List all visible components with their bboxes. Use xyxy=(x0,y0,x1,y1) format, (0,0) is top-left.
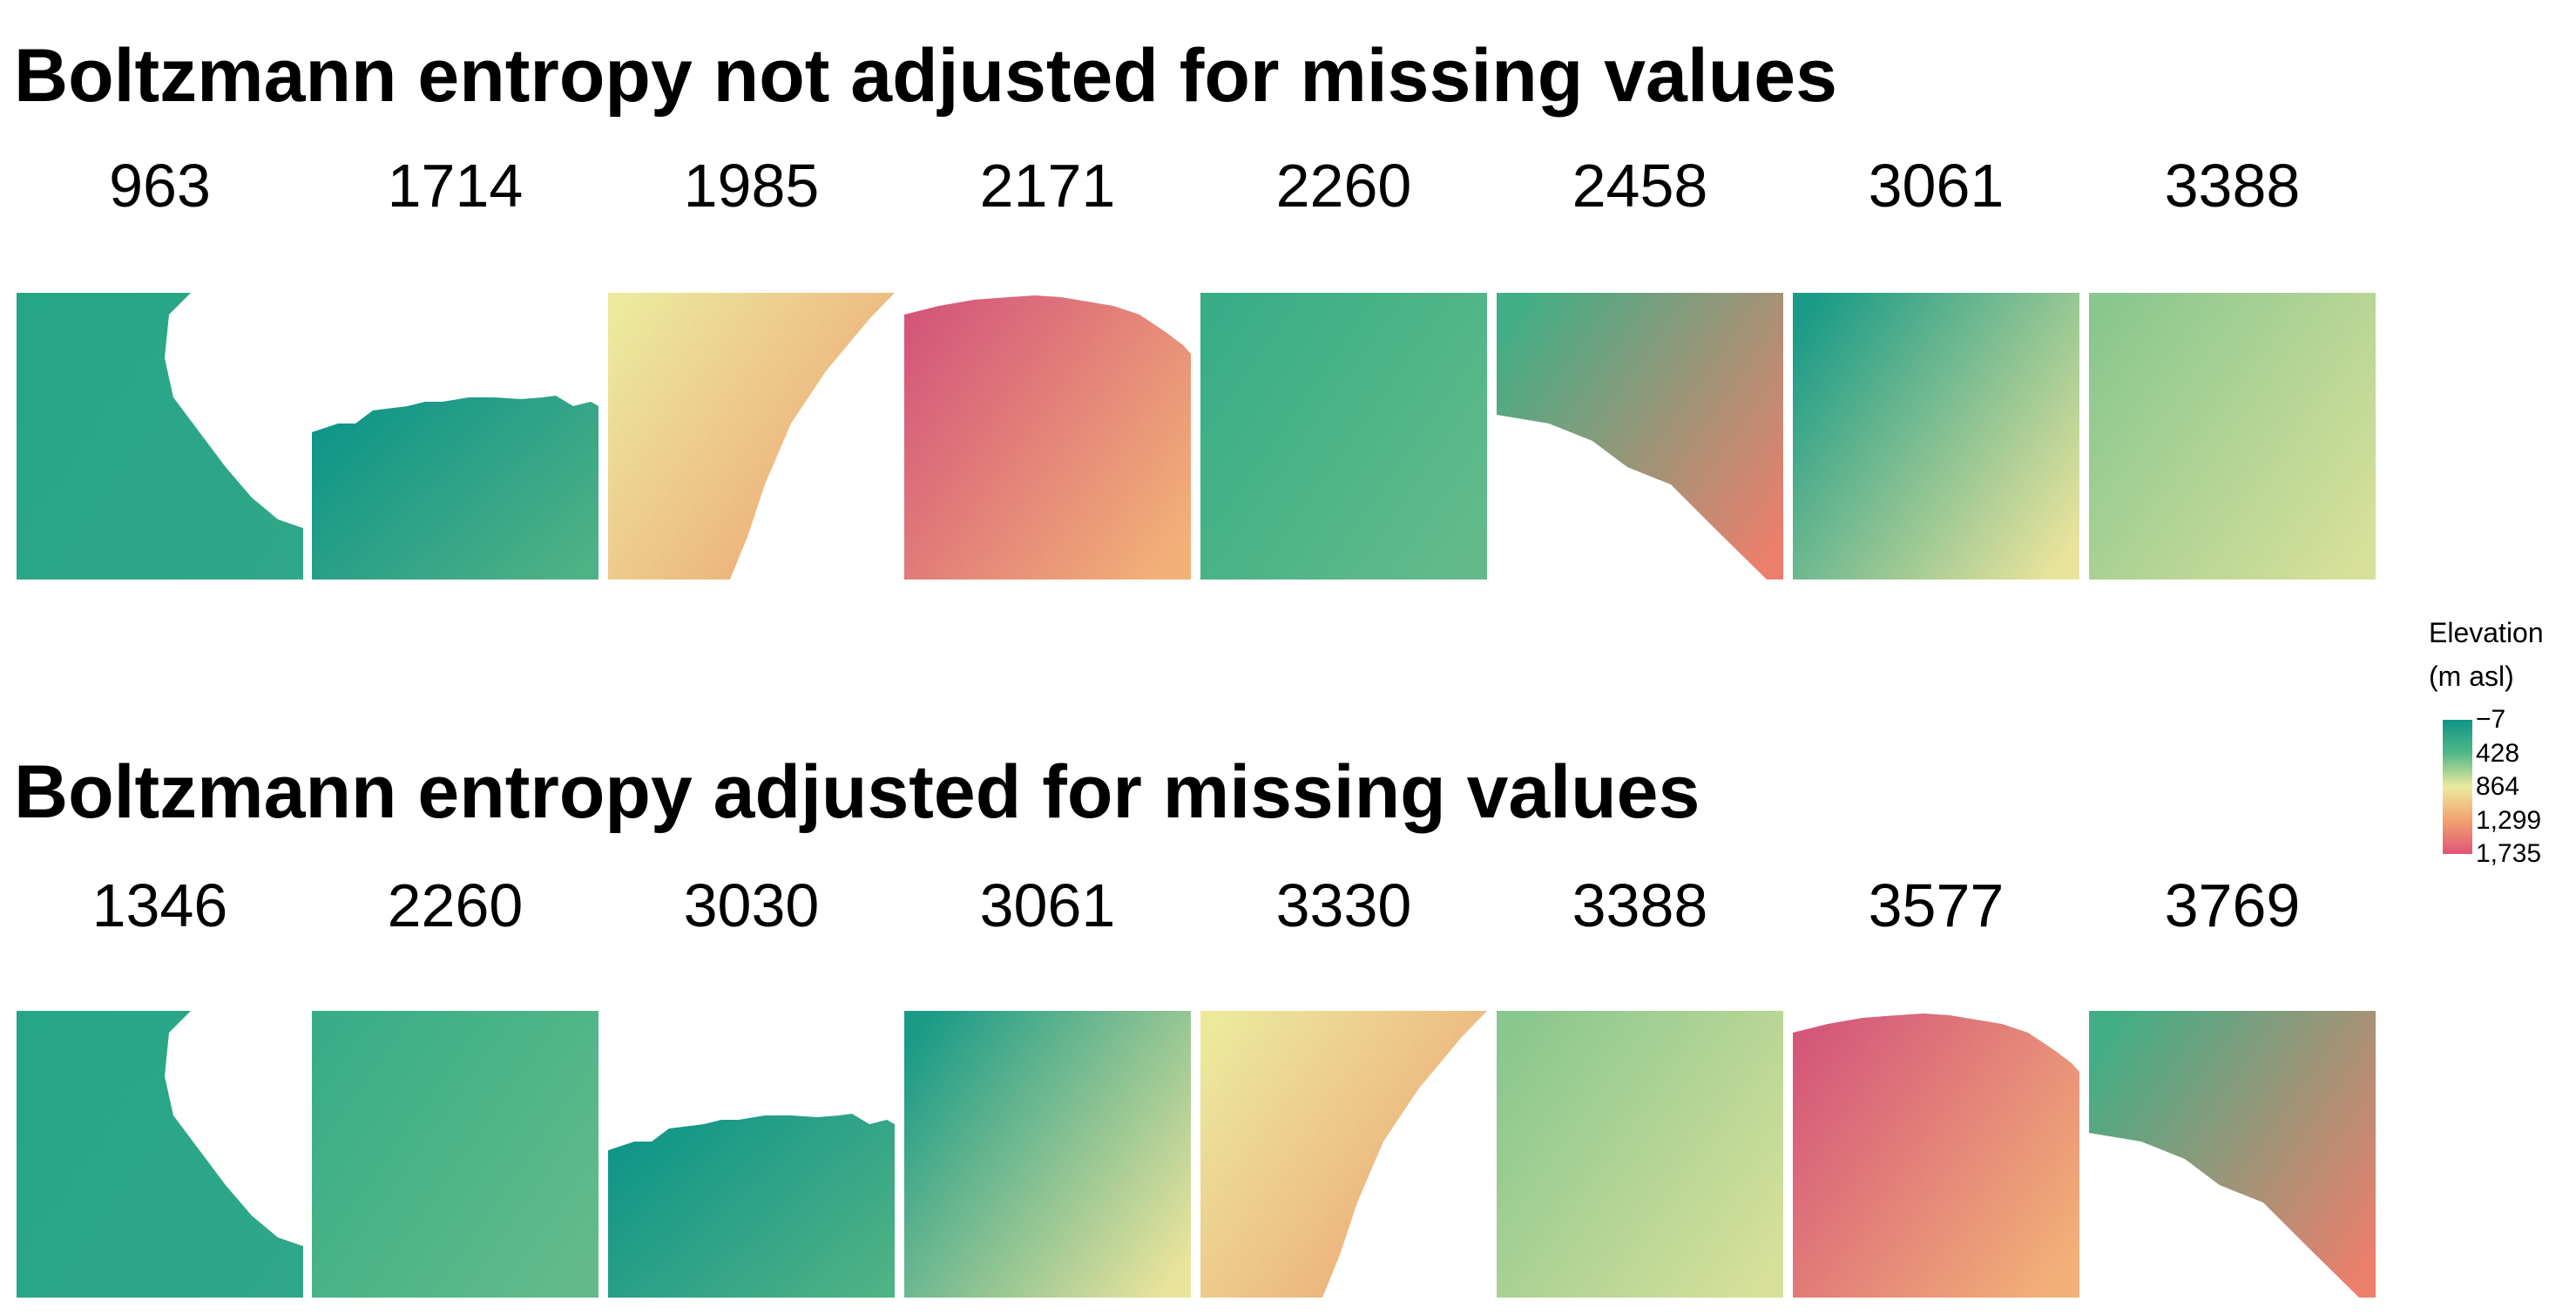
elevation-tile-map xyxy=(17,1011,303,1298)
elevation-tile-map xyxy=(2089,1011,2376,1298)
tile-label: 963 xyxy=(109,152,211,220)
elevation-tile-map xyxy=(1200,293,1487,580)
elevation-tile-map xyxy=(1497,1011,1783,1298)
elevation-tile xyxy=(1793,293,2079,580)
tile-label: 3388 xyxy=(2164,152,2301,220)
panel-title-unadjusted: Boltzmann entropy not adjusted for missi… xyxy=(14,34,1837,118)
tile-label: 3030 xyxy=(683,871,820,939)
legend-tick-label: 864 xyxy=(2476,772,2520,801)
elevation-raster xyxy=(608,293,895,580)
elevation-tile-map xyxy=(312,396,598,580)
elevation-tile-map xyxy=(1793,293,2079,580)
elevation-raster xyxy=(1200,1011,1487,1298)
elevation-raster xyxy=(312,1011,598,1298)
legend-title-line1: Elevation xyxy=(2429,617,2544,648)
elevation-tile xyxy=(904,293,1191,580)
elevation-tile xyxy=(2089,1011,2376,1298)
legend-tick-label: 1,299 xyxy=(2476,805,2542,835)
elevation-legend: Elevation (m asl) −7 428 864 1,299 1,735 xyxy=(2429,619,2576,880)
legend-tick-label: −7 xyxy=(2476,705,2506,734)
tile-label: 2458 xyxy=(1572,152,1708,220)
legend-tick-label: 1,735 xyxy=(2476,839,2542,868)
elevation-tile xyxy=(17,293,303,580)
elevation-raster xyxy=(1793,1013,2079,1298)
elevation-tile xyxy=(312,1011,598,1298)
elevation-tile-map xyxy=(17,293,303,580)
elevation-raster xyxy=(1793,293,2079,580)
elevation-tile xyxy=(1200,293,1487,580)
tile-label: 2260 xyxy=(387,871,524,939)
elevation-tile-map xyxy=(608,1114,895,1298)
elevation-raster xyxy=(904,1011,1191,1298)
legend-title-line2: (m asl) xyxy=(2429,661,2514,692)
elevation-tile xyxy=(1200,1011,1487,1298)
elevation-raster xyxy=(312,396,598,580)
elevation-tile-map xyxy=(1793,1013,2079,1298)
elevation-tile xyxy=(312,293,598,580)
elevation-tile-map xyxy=(2089,293,2376,580)
tile-label: 1985 xyxy=(683,152,820,220)
elevation-tile xyxy=(904,1011,1191,1298)
tile-label: 3330 xyxy=(1275,871,1412,939)
elevation-tile-map xyxy=(1200,1011,1487,1298)
elevation-tile xyxy=(608,1011,895,1298)
tile-label: 1714 xyxy=(387,152,524,220)
elevation-tile-map xyxy=(1497,293,1783,580)
elevation-raster xyxy=(1200,293,1487,580)
tile-label: 3577 xyxy=(1868,871,2005,939)
tile-label: 2260 xyxy=(1275,152,1412,220)
tile-label: 3769 xyxy=(2164,871,2301,939)
tile-label: 2171 xyxy=(979,152,1116,220)
elevation-raster xyxy=(608,1114,895,1298)
elevation-raster xyxy=(904,295,1191,580)
elevation-tile xyxy=(1793,1011,2079,1298)
elevation-raster xyxy=(2089,293,2376,580)
panel-title-adjusted: Boltzmann entropy adjusted for missing v… xyxy=(14,750,1700,834)
elevation-tile-map xyxy=(904,1011,1191,1298)
tile-label: 3061 xyxy=(979,871,1116,939)
tile-label: 1346 xyxy=(91,871,228,939)
elevation-tile xyxy=(608,293,895,580)
legend-tick-label: 428 xyxy=(2476,738,2520,768)
elevation-raster xyxy=(1497,293,1783,580)
elevation-tile-map xyxy=(904,295,1191,580)
elevation-tile-map xyxy=(312,1011,598,1298)
elevation-tile-map xyxy=(608,293,895,580)
elevation-raster xyxy=(1497,1011,1783,1298)
legend-colorbar xyxy=(2443,720,2472,854)
elevation-tile xyxy=(1497,293,1783,580)
tile-label: 3388 xyxy=(1572,871,1708,939)
elevation-raster xyxy=(2089,1011,2376,1298)
elevation-raster xyxy=(17,293,303,580)
elevation-raster xyxy=(17,1011,303,1298)
tile-label: 3061 xyxy=(1868,152,2005,220)
elevation-tile xyxy=(17,1011,303,1298)
elevation-tile xyxy=(1497,1011,1783,1298)
elevation-tile xyxy=(2089,293,2376,580)
